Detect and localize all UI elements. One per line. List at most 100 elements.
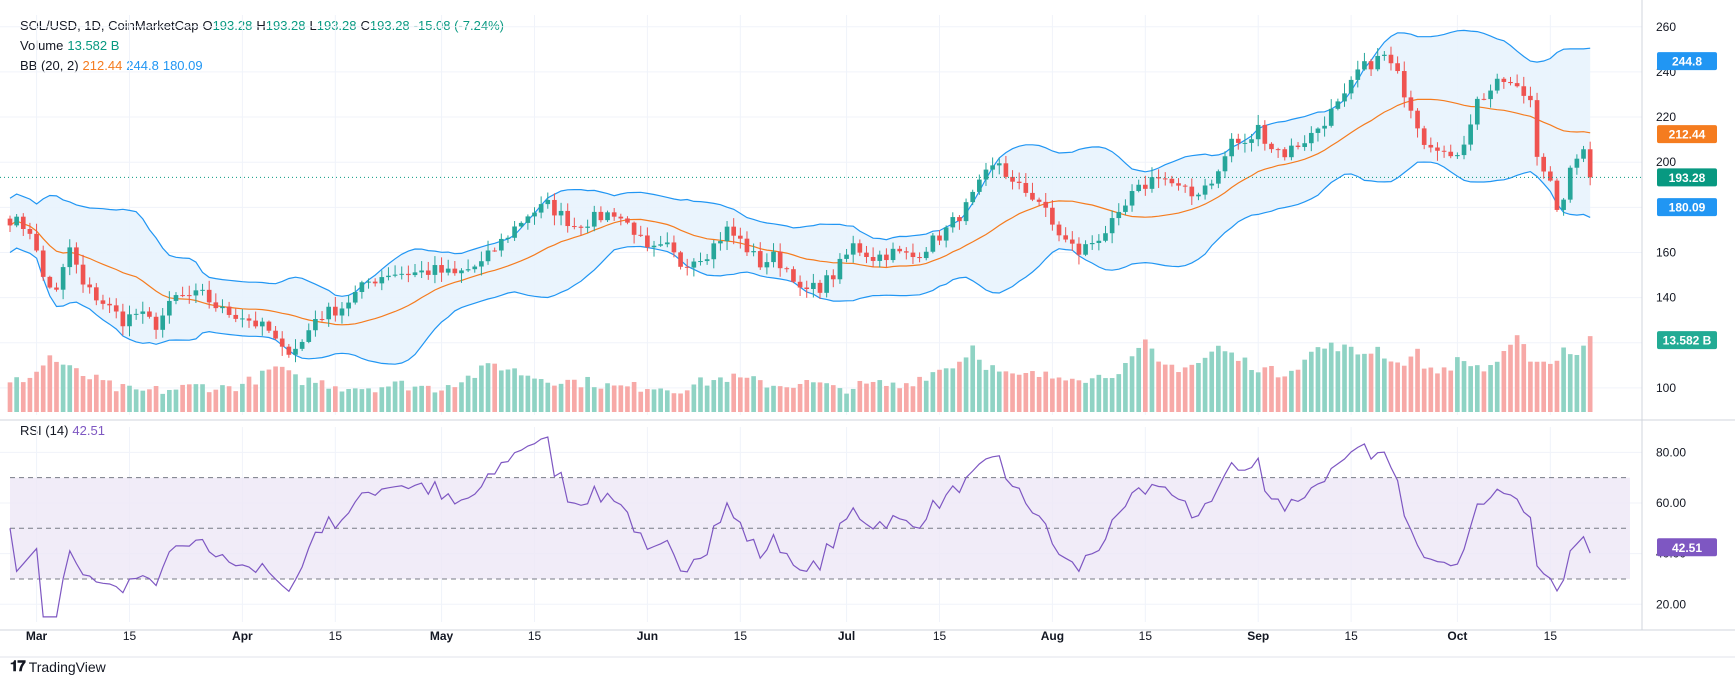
candle-body xyxy=(910,252,916,258)
candle-body xyxy=(1143,184,1148,189)
volume-bar xyxy=(492,363,497,412)
date-tick-label: 15 xyxy=(329,629,343,643)
volume-bar xyxy=(1222,351,1228,412)
volume-bar xyxy=(379,387,385,412)
candle-body xyxy=(903,251,909,253)
tradingview-logo[interactable]: 𝟏𝟕 TradingView xyxy=(10,658,106,675)
volume-bar xyxy=(884,385,889,412)
candle-body xyxy=(1408,97,1414,111)
volume-bar xyxy=(67,365,73,412)
candle-body xyxy=(313,319,318,331)
candle-body xyxy=(1468,124,1473,145)
volume-bar xyxy=(313,382,318,412)
volume-bar xyxy=(1395,362,1400,412)
volume-bar xyxy=(1348,346,1354,412)
candle-body xyxy=(1401,71,1407,98)
candle-body xyxy=(605,212,610,221)
candle-body xyxy=(844,254,849,259)
candle-body xyxy=(923,251,929,259)
volume-bar xyxy=(558,383,564,412)
volume-bar xyxy=(1574,354,1580,412)
candle-body xyxy=(1534,100,1540,157)
candle-body xyxy=(631,222,637,235)
volume-bar xyxy=(804,380,810,412)
candle-body xyxy=(784,268,790,270)
volume-bar xyxy=(1448,370,1454,412)
volume-bar xyxy=(1302,359,1307,412)
tradingview-name: TradingView xyxy=(28,658,106,675)
volume-bar xyxy=(432,392,438,412)
candle-body xyxy=(930,235,936,252)
candle-body xyxy=(399,273,405,275)
close-value: 193.28 xyxy=(369,18,410,33)
candle-body xyxy=(1242,142,1248,144)
volume-bar xyxy=(1096,374,1102,412)
volume-bar xyxy=(611,385,617,412)
candle-body xyxy=(1501,78,1507,82)
candle-body xyxy=(585,226,590,228)
volume-bar xyxy=(1023,373,1029,412)
volume-bar xyxy=(54,361,59,412)
volume-bar xyxy=(87,379,92,412)
volume-bar xyxy=(1216,345,1221,412)
volume-bar xyxy=(233,391,239,412)
volume-bar xyxy=(1109,378,1115,412)
volume-bar xyxy=(1508,344,1513,412)
main-legend: SOL/USD, 1D, CoinMarketCap O193.28 H193.28… xyxy=(20,17,508,35)
candle-body xyxy=(1282,149,1288,158)
candle-body xyxy=(87,284,92,288)
volume-bar xyxy=(1501,351,1507,412)
volume-bar xyxy=(1162,364,1168,412)
volume-bar xyxy=(1229,352,1234,412)
candle-body xyxy=(346,302,351,309)
volume-bar xyxy=(923,380,929,412)
volume-bar xyxy=(591,387,597,412)
candle-body xyxy=(419,270,424,273)
candle-body xyxy=(1335,101,1341,109)
volume-bar xyxy=(1076,380,1082,412)
volume-bar xyxy=(20,382,26,412)
candle-body xyxy=(625,218,630,223)
volume-bar xyxy=(1481,371,1487,412)
candle-body xyxy=(1096,240,1102,243)
candle-body xyxy=(113,305,119,312)
candle-body xyxy=(518,222,524,227)
volume-bar xyxy=(791,387,796,412)
candle-body xyxy=(611,212,617,217)
volume-bar xyxy=(465,375,471,412)
volume-bar xyxy=(771,385,776,412)
volume-bar xyxy=(1474,365,1480,412)
candle-body xyxy=(160,315,166,330)
date-tick-label: Jul xyxy=(838,629,855,643)
volume-bar xyxy=(306,377,312,412)
candle-body xyxy=(1209,183,1215,186)
volume-bar xyxy=(80,376,86,412)
volume-bar xyxy=(844,393,849,412)
candle-body xyxy=(751,251,756,253)
volume-bar xyxy=(1149,348,1155,412)
volume-bar xyxy=(140,390,146,412)
candle-body xyxy=(1382,54,1387,56)
volume-bar xyxy=(1255,372,1261,412)
candle-body xyxy=(791,269,796,282)
candle-body xyxy=(545,199,551,205)
volume-bar xyxy=(1494,361,1500,412)
volume-bar xyxy=(1581,345,1586,412)
volume-bar xyxy=(133,389,139,412)
volume-value: 13.582 B xyxy=(67,38,120,53)
candle-body xyxy=(1481,98,1487,100)
candle-body xyxy=(1116,211,1122,219)
volume-bar xyxy=(764,387,770,412)
volume-bar xyxy=(359,389,365,412)
candle-body xyxy=(645,235,650,248)
candle-body xyxy=(1328,108,1334,126)
volume-bar xyxy=(1269,365,1274,412)
volume-bar xyxy=(1468,366,1473,412)
volume-bar xyxy=(206,392,212,412)
volume-bar xyxy=(678,393,683,412)
candle-body xyxy=(764,262,770,268)
volume-bar xyxy=(518,375,524,412)
candle-body xyxy=(572,226,577,228)
high-label: H xyxy=(256,18,266,33)
